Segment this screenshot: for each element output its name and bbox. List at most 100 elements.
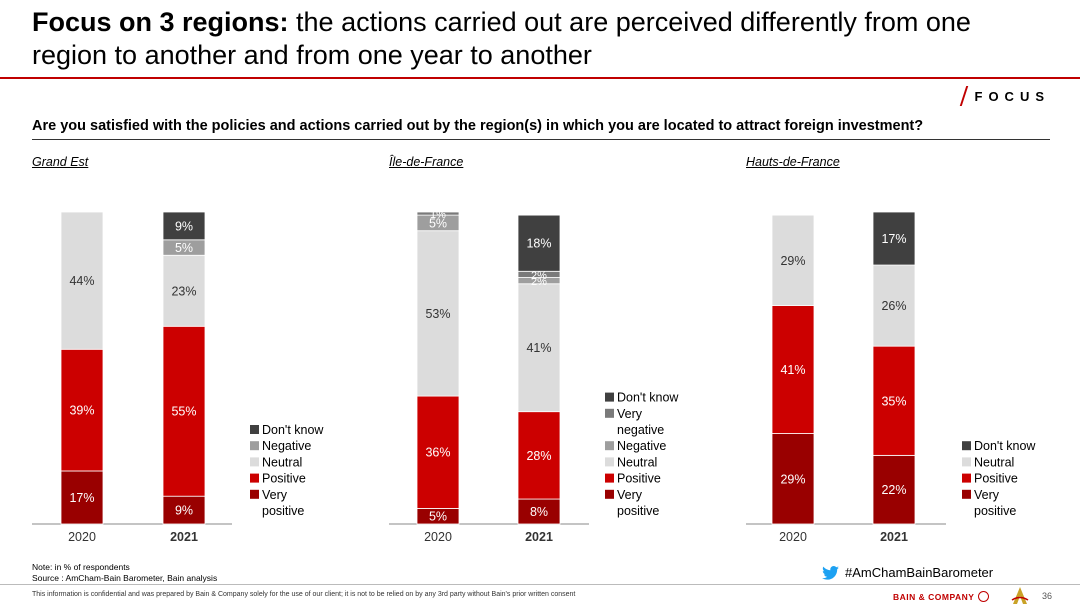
bar-segment-grand-est-2021-very_positive <box>162 495 206 525</box>
bar-segment--le-de-france-2021-dont_know <box>517 214 561 272</box>
bar-segment-grand-est-2021-neutral <box>162 254 206 327</box>
hashtag-text: #AmChamBainBarometer <box>845 565 994 580</box>
legend-label--le-de-france-very_negative-line2: negative <box>617 423 664 437</box>
hashtag: #AmChamBainBarometer <box>822 565 993 580</box>
legend-swatch-grand-est-neutral <box>250 457 259 467</box>
legend-label--le-de-france-positive: Positive <box>617 472 661 486</box>
region-label-grand-est: Grand Est <box>32 155 89 169</box>
data-label-grand-est-2021-negative: 5% <box>175 241 193 255</box>
bar-segment-hauts-de-france-2020-neutral <box>771 214 815 306</box>
legend-label-hauts-de-france-positive: Positive <box>974 472 1018 486</box>
page-title-rest: the actions carried out are perceived di… <box>32 7 971 70</box>
bar-segment-hauts-de-france-2021-positive <box>872 345 916 456</box>
bar-segment-grand-est-2020-neutral <box>60 211 104 350</box>
footer-divider <box>0 584 1080 585</box>
legend-swatch-grand-est-very_positive <box>250 489 259 499</box>
stacked-bar-charts: 17% 39% 44% 2020 9% 55% 23% 5% 9% 2021 Don't know N… <box>32 209 1037 544</box>
source-text: Source : AmCham-Bain Barometer, Bain ana… <box>32 573 218 583</box>
legend-swatch-grand-est-positive <box>250 473 259 483</box>
bar-segment-grand-est-2020-positive <box>60 348 104 472</box>
legend-label--le-de-france-very_negative: Very <box>617 407 643 421</box>
data-label--le-de-france-2020-positive: 36% <box>425 446 450 460</box>
data-label-hauts-de-france-2021-very_positive: 22% <box>881 483 906 497</box>
bar-segment-hauts-de-france-2020-very_positive <box>771 433 815 525</box>
tick-label--le-de-france-2020: 2020 <box>424 530 452 544</box>
legend-label-grand-est-positive: Positive <box>262 472 306 486</box>
bar-segment--le-de-france-2020-very_negative <box>416 211 460 216</box>
legend-swatch-grand-est-dont_know <box>250 425 259 434</box>
legend-swatch-hauts-de-france-neutral <box>962 457 971 467</box>
legend-label-grand-est-neutral: Neutral <box>262 455 302 469</box>
legend-swatch-grand-est-negative <box>250 441 259 451</box>
amcham-logo-icon <box>1011 587 1029 604</box>
data-label-hauts-de-france-2020-very_positive: 29% <box>780 472 805 486</box>
data-label--le-de-france-2020-neutral: 53% <box>425 307 450 321</box>
bar-segment-grand-est-2021-positive <box>162 325 206 497</box>
legend-swatch--le-de-france-dont_know <box>605 392 614 402</box>
data-label-grand-est-2021-very_positive: 9% <box>175 504 193 518</box>
legend-swatch--le-de-france-very_negative <box>605 408 614 418</box>
data-label-grand-est-2021-dont_know: 9% <box>175 219 193 233</box>
legend-label-hauts-de-france-neutral: Neutral <box>974 455 1014 469</box>
data-label-hauts-de-france-2021-dont_know: 17% <box>881 232 906 246</box>
legend-swatch--le-de-france-negative <box>605 441 614 451</box>
data-label--le-de-france-2020-very_negative: 1% <box>430 209 446 221</box>
tick-label-hauts-de-france-2021: 2021 <box>880 530 908 544</box>
bar-segment--le-de-france-2021-positive <box>517 411 561 500</box>
focus-badge: FOCUS <box>959 86 1051 106</box>
data-label--le-de-france-2021-very_positive: 8% <box>530 505 548 519</box>
data-label--le-de-france-2021-dont_know: 18% <box>526 237 551 251</box>
data-label-grand-est-2020-very_positive: 17% <box>69 491 94 505</box>
data-label--le-de-france-2021-negative: 2% <box>531 276 547 288</box>
footnote: Note: in % of respondents Source : AmCha… <box>32 562 217 584</box>
legend-label-grand-est-negative: Negative <box>262 439 311 453</box>
data-label--le-de-france-2020-very_positive: 5% <box>429 510 447 524</box>
data-label-hauts-de-france-2021-neutral: 26% <box>881 299 906 313</box>
data-label-grand-est-2021-positive: 55% <box>171 405 196 419</box>
note-text: Note: in % of respondents <box>32 562 130 572</box>
confidentiality-disclaimer: This information is confidential and was… <box>32 591 576 598</box>
data-label--le-de-france-2021-positive: 28% <box>526 449 551 463</box>
legend-label-grand-est-very_positive-line2: positive <box>262 504 304 518</box>
legend-swatch-hauts-de-france-very_positive <box>962 489 971 499</box>
focus-label: FOCUS <box>974 88 1050 104</box>
bar-segment--le-de-france-2020-neutral <box>416 230 460 397</box>
region-label-hauts-de-france: Hauts-de-France <box>746 155 840 169</box>
legend-swatch-hauts-de-france-positive <box>962 473 971 483</box>
legend-label-hauts-de-france-dont_know: Don't know <box>974 439 1036 453</box>
bar-segment--le-de-france-2021-neutral <box>517 283 561 413</box>
legend-label--le-de-france-negative: Negative <box>617 439 666 453</box>
legend-label-grand-est-very_positive: Very <box>262 488 288 502</box>
bar-segment-hauts-de-france-2021-neutral <box>872 264 916 347</box>
tick-label-grand-est-2021: 2021 <box>170 530 198 544</box>
legend-swatch--le-de-france-neutral <box>605 457 614 467</box>
tick-label--le-de-france-2021: 2021 <box>525 530 553 544</box>
page-title: Focus on 3 regions: the actions carried … <box>32 6 1032 72</box>
data-label-hauts-de-france-2020-neutral: 29% <box>780 254 805 268</box>
region-label-ile-de-france: Île-de-France <box>389 155 464 169</box>
data-label--le-de-france-2021-very_negative: 2% <box>531 270 547 282</box>
page-title-bold: Focus on 3 regions: <box>32 7 289 37</box>
tick-label-grand-est-2020: 2020 <box>68 530 96 544</box>
legend-swatch--le-de-france-positive <box>605 473 614 483</box>
legend-label--le-de-france-very_positive-line2: positive <box>617 504 659 518</box>
bar-segment-grand-est-2021-dont_know <box>162 211 206 241</box>
data-label-hauts-de-france-2021-positive: 35% <box>881 394 906 408</box>
data-label-grand-est-2020-positive: 39% <box>69 404 94 418</box>
bain-logo-text: BAIN & COMPANY <box>893 591 975 602</box>
survey-question: Are you satisfied with the policies and … <box>32 118 924 134</box>
data-label--le-de-france-2020-negative: 5% <box>429 216 447 230</box>
bar-segment-hauts-de-france-2020-positive <box>771 305 815 434</box>
legend-swatch--le-de-france-very_positive <box>605 489 614 499</box>
data-label-hauts-de-france-2020-positive: 41% <box>780 363 805 377</box>
legend-label-hauts-de-france-very_positive: Very <box>974 488 1000 502</box>
bar-segment--le-de-france-2021-very_positive <box>517 498 561 525</box>
bain-logo: BAIN & COMPANY <box>893 591 990 602</box>
title-divider <box>0 77 1080 79</box>
legend-label-hauts-de-france-very_positive-line2: positive <box>974 504 1016 518</box>
legend-label--le-de-france-dont_know: Don't know <box>617 391 679 405</box>
page-number: 36 <box>1041 591 1052 601</box>
legend-label--le-de-france-neutral: Neutral <box>617 455 657 469</box>
tick-label-hauts-de-france-2020: 2020 <box>779 530 807 544</box>
bar-segment-hauts-de-france-2021-very_positive <box>872 454 916 525</box>
